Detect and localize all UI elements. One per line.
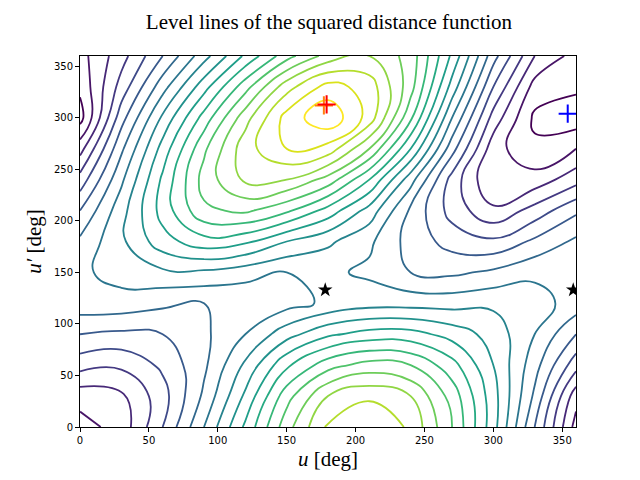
svg-text:250: 250	[415, 435, 434, 446]
svg-text:50: 50	[143, 435, 156, 446]
svg-text:350: 350	[553, 435, 572, 446]
svg-text:300: 300	[484, 435, 503, 446]
svg-text:300: 300	[54, 112, 73, 123]
svg-text:0: 0	[67, 422, 73, 433]
svg-text:u′ [deg]: u′ [deg]	[22, 209, 46, 274]
svg-text:100: 100	[208, 435, 227, 446]
svg-text:50: 50	[60, 370, 73, 381]
svg-text:200: 200	[54, 215, 73, 226]
svg-text:150: 150	[54, 267, 73, 278]
svg-text:250: 250	[54, 164, 73, 175]
svg-text:0: 0	[77, 435, 83, 446]
svg-text:200: 200	[346, 435, 365, 446]
svg-text:Level lines of the squared dis: Level lines of the squared distance func…	[146, 10, 513, 34]
svg-text:350: 350	[54, 61, 73, 72]
svg-text:u [deg]: u [deg]	[298, 447, 358, 471]
svg-text:150: 150	[277, 435, 296, 446]
svg-text:100: 100	[54, 318, 73, 329]
